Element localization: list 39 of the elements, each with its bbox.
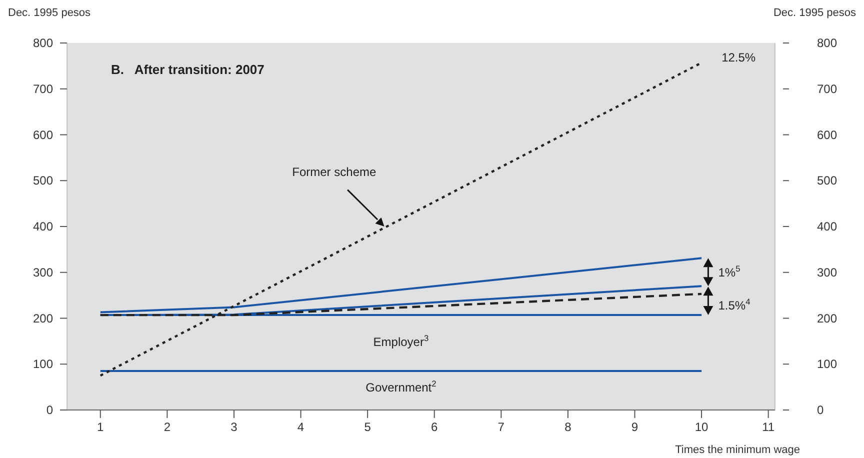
x-tick-label: 11 (762, 420, 775, 434)
x-tick-label: 3 (230, 420, 238, 434)
y2-tick-label: 0 (817, 403, 824, 417)
y-tick-label: 500 (32, 174, 54, 188)
y-tick-label: 100 (32, 357, 54, 372)
y2-axis-title: Dec. 1995 pesos (773, 7, 856, 19)
y2-tick-label: 100 (817, 357, 838, 372)
y2-tick-label: 800 (817, 36, 838, 50)
y-axis-title: Dec. 1995 pesos (8, 7, 92, 19)
x-tick-label: 5 (364, 420, 372, 434)
y-tick-label: 0 (46, 403, 54, 417)
y2-tick-label: 500 (817, 174, 838, 188)
y2-tick-label: 600 (817, 128, 838, 142)
annotation: Former scheme (292, 165, 376, 180)
x-tick-label: 8 (564, 420, 572, 434)
text: B. After transition: 2007 (111, 62, 264, 77)
y-tick-label: 800 (32, 36, 54, 50)
annotation: 1.5%$^{4}$ (718, 296, 751, 312)
y-tick-label: 600 (32, 128, 54, 142)
annotation: 12.5% (722, 50, 756, 64)
y-tick-label: 400 (32, 220, 54, 234)
y-tick-label: 300 (32, 265, 54, 280)
annotation: Government$^{2}$ (366, 378, 437, 395)
x-axis-title: Times the minimum wage (675, 444, 800, 456)
x-tick-label: 4 (297, 420, 304, 434)
x-tick-label: 9 (631, 420, 638, 434)
y2-tick-label: 400 (817, 220, 838, 234)
annotation: Employer$^{3}$ (373, 332, 429, 349)
y2-tick-label: 300 (817, 265, 838, 280)
y2-tick-label: 200 (817, 311, 838, 326)
x-tick-label: 6 (431, 420, 438, 434)
x-tick-label: 1 (97, 420, 104, 434)
x-tick-label: 7 (498, 420, 505, 434)
y-tick-label: 200 (32, 311, 54, 326)
y2-tick-label: 700 (817, 82, 838, 96)
annotation: 1%$^{5}$ (718, 263, 741, 280)
x-tick-label: 2 (164, 420, 171, 434)
x-tick-label: 10 (694, 420, 709, 434)
y-tick-label: 700 (32, 82, 54, 96)
